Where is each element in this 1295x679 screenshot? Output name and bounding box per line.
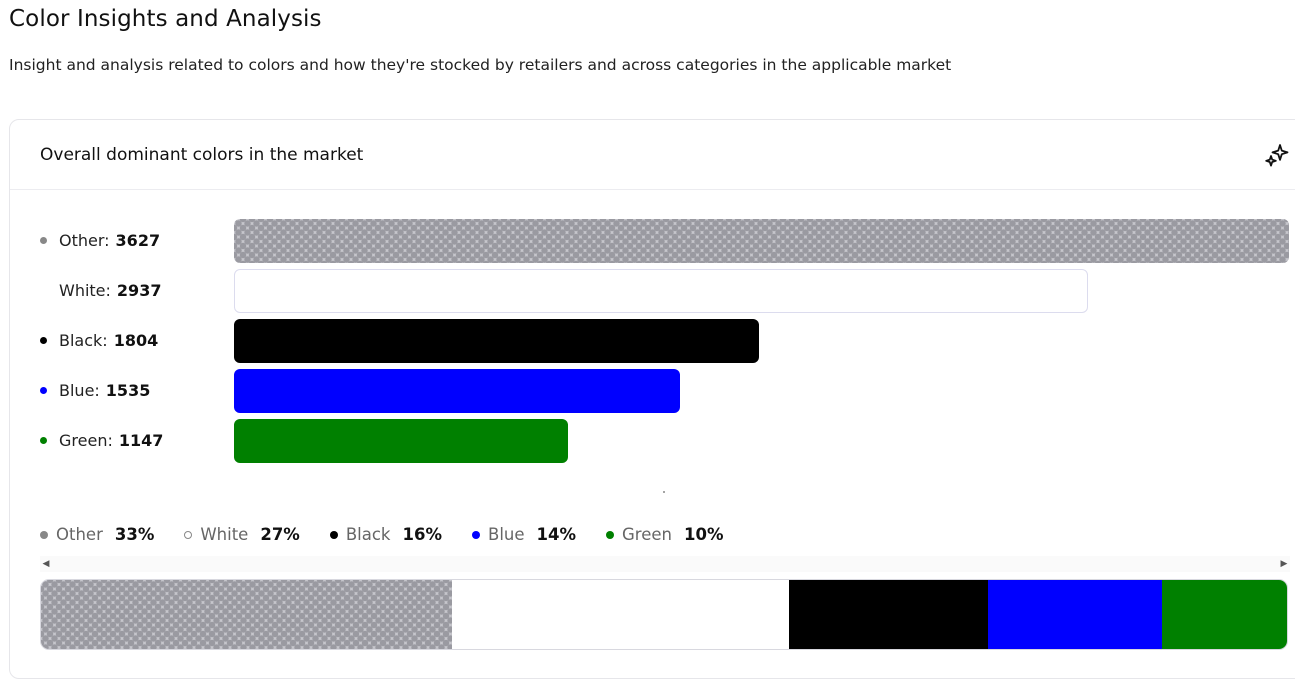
legend-percent: 27% — [260, 525, 300, 544]
stacked-share-bar — [40, 579, 1288, 650]
legend-dot-icon — [606, 530, 615, 539]
legend-name: White — [200, 525, 249, 544]
legend-name: Other — [56, 525, 103, 544]
bar-category-name: Green: — [59, 431, 113, 450]
bar-black[interactable] — [234, 319, 759, 363]
bar-value: 1147 — [118, 431, 164, 450]
legend-percent: 33% — [114, 525, 155, 544]
page-title: Color Insights and Analysis — [9, 6, 322, 32]
bar-category-name: Other: — [59, 231, 110, 250]
legend-dot-icon — [40, 387, 47, 394]
chart-legend: Other 33% White 27% Black 16% Blue 14% Green 10% — [40, 525, 753, 544]
legend-dot-icon — [472, 530, 480, 539]
stack-segment-blue[interactable] — [987, 580, 1163, 649]
bar-green[interactable] — [234, 419, 568, 463]
chart-marker — [663, 491, 665, 493]
bar-other[interactable] — [234, 219, 1289, 263]
card-title: Overall dominant colors in the market — [40, 145, 364, 165]
scroll-right-icon[interactable]: ▶ — [1280, 559, 1288, 569]
bar-value: 1535 — [105, 381, 151, 400]
bar-category-name: Blue: — [59, 381, 100, 400]
legend-name: Green — [622, 525, 672, 544]
horizontal-scrollbar[interactable]: ◀ ▶ — [40, 556, 1290, 572]
bar-category-name: White: — [59, 281, 111, 300]
stack-segment-white[interactable] — [452, 580, 789, 649]
legend-item-green[interactable]: Green 10% — [606, 525, 723, 544]
legend-name: Black — [345, 525, 391, 544]
legend-item-black[interactable]: Black 16% — [329, 525, 443, 544]
legend-dot-icon — [40, 437, 47, 444]
legend-percent: 14% — [536, 525, 577, 544]
legend-item-blue[interactable]: Blue 14% — [472, 525, 576, 544]
bar-white[interactable] — [234, 269, 1088, 313]
legend-percent: 16% — [402, 525, 443, 544]
page-subtitle: Insight and analysis related to colors a… — [9, 56, 952, 74]
legend-dot-icon — [184, 530, 193, 539]
legend-percent: 10% — [683, 525, 724, 544]
legend-dot-icon — [40, 237, 47, 244]
bar-category-name: Black: — [59, 331, 108, 350]
stack-segment-black[interactable] — [788, 580, 988, 649]
bar-label-other: Other: 3627 — [40, 231, 160, 250]
legend-name: Blue — [488, 525, 525, 544]
legend-item-other[interactable]: Other 33% — [40, 525, 154, 544]
dominant-colors-card: Overall dominant colors in the market Ot… — [9, 119, 1295, 679]
bar-value: 3627 — [115, 231, 161, 250]
card-header: Overall dominant colors in the market — [10, 120, 1295, 190]
bar-label-black: Black: 1804 — [40, 331, 158, 350]
bar-label-green: Green: 1147 — [40, 431, 163, 450]
bar-value: 1804 — [113, 331, 159, 350]
bar-label-white: White: 2937 — [40, 281, 161, 300]
bar-label-blue: Blue: 1535 — [40, 381, 150, 400]
stack-segment-other[interactable] — [41, 580, 453, 649]
bar-blue[interactable] — [234, 369, 680, 413]
sparkle-icon[interactable] — [1263, 142, 1291, 170]
scroll-left-icon[interactable]: ◀ — [42, 559, 50, 569]
bar-value: 2937 — [116, 281, 162, 300]
legend-dot-icon — [40, 337, 47, 344]
stack-segment-green[interactable] — [1162, 580, 1287, 649]
legend-dot-icon — [40, 530, 48, 539]
legend-dot-icon — [329, 530, 338, 539]
legend-item-white[interactable]: White 27% — [184, 525, 300, 544]
